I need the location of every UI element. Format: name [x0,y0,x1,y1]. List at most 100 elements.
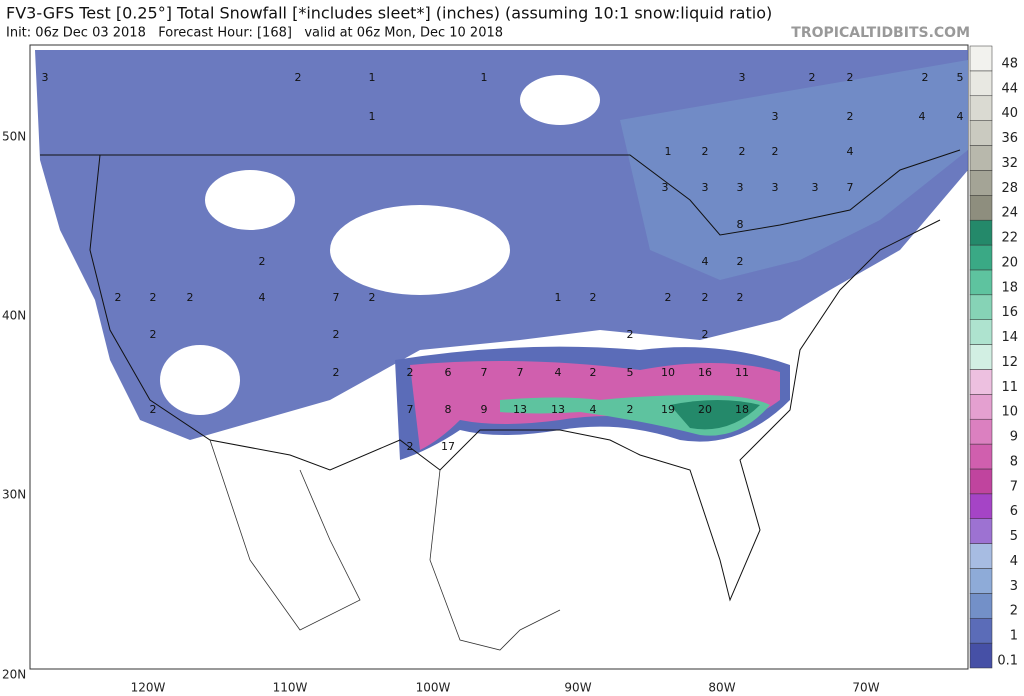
contour-label: 8 [737,218,744,231]
contour-label: 7 [333,291,340,304]
contour-label: 1 [481,71,488,84]
colorbar-label: 14 [1001,330,1018,345]
contour-label: 2 [333,366,340,379]
colorbar-label: 36 [1001,131,1018,146]
colorbar-label: 4 [1010,554,1018,569]
contour-label: 2 [702,145,709,158]
colorbar-label: 10 [1001,405,1018,420]
colorbar-segment [969,593,993,619]
contour-label: 4 [919,110,926,123]
contour-label: 7 [407,403,414,416]
no-snow [205,170,295,230]
contour-label: 4 [957,110,964,123]
contour-label: 5 [627,366,634,379]
contour-label: 6 [445,366,452,379]
contour-label: 2 [590,366,597,379]
colorbar-segment [969,369,993,395]
contour-label: 2 [772,145,779,158]
colorbar-segment [969,244,993,271]
colorbar-label: 24 [1001,206,1018,221]
contour-label: 7 [517,366,524,379]
colorbar-segment [969,120,993,146]
contour-label: 2 [737,291,744,304]
contour-label: 1 [555,291,562,304]
colorbar-label: 1 [1010,629,1018,644]
colorbar-segment [969,394,993,420]
contour-label: 18 [735,403,749,416]
lat-label: 50N [2,130,26,144]
contour-label: 1 [369,110,376,123]
colorbar-segment [969,269,993,296]
contour-label: 3 [662,181,669,194]
colorbar-segment [969,294,993,320]
colorbar-segment [969,518,993,544]
colorbar-label: 7 [1010,479,1018,494]
contour-label: 2 [333,328,340,341]
contour-label: 2 [187,291,194,304]
contour-label: 2 [702,328,709,341]
colorbar-label: 44 [1001,81,1018,96]
map [29,44,969,670]
contour-label: 2 [809,71,816,84]
colorbar-segment [969,617,993,644]
lon-label: 100W [416,681,451,695]
colorbar-segment [969,70,993,97]
colorbar-label: 2 [1010,604,1018,619]
colorbar-label: 9 [1010,430,1018,445]
contour-label: 2 [407,440,414,453]
colorbar-label: 40 [1001,106,1018,121]
contour-label: 7 [847,181,854,194]
colorbar-label: 8 [1010,454,1018,469]
contour-label: 3 [739,71,746,84]
colorbar-label: 16 [1001,305,1018,320]
colorbar-segment [969,95,993,121]
colorbar-label: 6 [1010,504,1018,519]
colorbar-segment [969,45,993,72]
colorbar-label: 12 [1001,355,1018,370]
contour-label: 2 [847,110,854,123]
lon-label: 70W [852,681,879,695]
lon-label: 110W [273,681,308,695]
contour-label: 2 [150,291,157,304]
contour-label: 2 [627,403,634,416]
colorbar-segment [969,443,993,470]
colorbar-segment [969,568,993,594]
contour-label: 13 [513,403,527,416]
border [40,149,961,236]
lat-label: 40N [2,309,26,323]
contour-label: 5 [957,71,964,84]
contour-label: 19 [661,403,675,416]
contour-label: 2 [737,255,744,268]
snow-area [620,60,968,280]
colorbar-label: 20 [1001,255,1018,270]
colorbar-label: 48 [1001,56,1018,71]
contour-label: 2 [739,145,746,158]
contour-label: 9 [481,403,488,416]
contour-label: 2 [922,71,929,84]
colorbar-segment [969,170,993,196]
contour-label: 3 [42,71,49,84]
colorbar-segment [969,195,993,221]
site-credit: TROPICALTIDBITS.COM [791,25,970,41]
contour-label: 3 [772,110,779,123]
contour-label: 1 [369,71,376,84]
colorbar-segment [969,493,993,519]
colorbar-label: 5 [1010,529,1018,544]
contour-label: 2 [702,291,709,304]
contour-label: 20 [698,403,712,416]
title: FV3-GFS Test [0.25°] Total Snowfall [*in… [6,4,772,23]
snow-area [670,400,760,430]
contour-label: 10 [661,366,675,379]
colorbar-segment [969,344,993,370]
colorbar-segment [969,543,993,569]
colorbar-label: 32 [1001,156,1018,171]
colorbar-label: 18 [1001,280,1018,295]
colorbar-segment [969,219,993,246]
no-snow [160,345,240,415]
contour-label: 3 [772,181,779,194]
contour-label: 3 [737,181,744,194]
no-snow [520,75,600,125]
contour-label: 4 [702,255,709,268]
contour-label: 3 [812,181,819,194]
contour-label: 4 [590,403,597,416]
